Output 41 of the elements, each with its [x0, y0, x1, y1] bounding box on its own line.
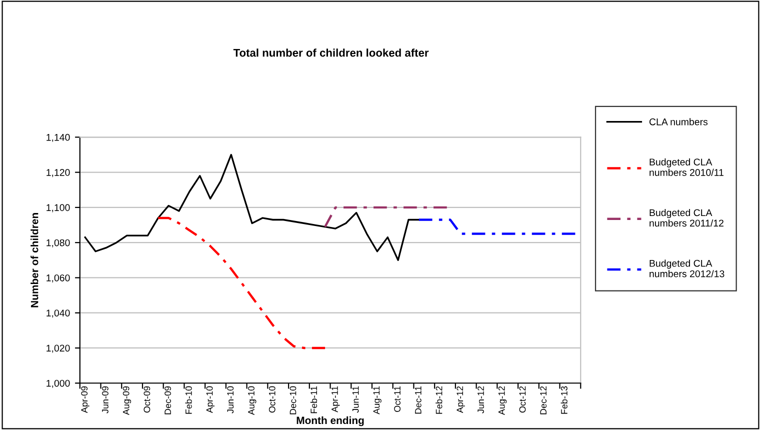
- legend-label: CLA numbers: [649, 118, 708, 126]
- x-tick-label: Feb-13: [560, 386, 568, 414]
- legend-label: Budgeted CLA numbers 2012/13: [650, 260, 724, 278]
- x-tick-label: Dec-11: [415, 386, 422, 414]
- y-tick-label: 1,040: [46, 310, 70, 318]
- x-tick-label: Feb-12: [436, 386, 442, 414]
- x-tick-label: Dec-12: [540, 386, 547, 414]
- y-tick-label: 1,020: [46, 344, 70, 353]
- x-tick-label: Aug-12: [498, 386, 507, 415]
- legend-label: Budgeted CLA numbers 2010/11: [650, 158, 724, 176]
- y-tick-label: 1,140: [46, 134, 70, 142]
- x-tick-label: Aug-11: [373, 386, 382, 414]
- x-tick-label: Jun-09: [102, 386, 108, 414]
- chart-title: Total number of children looked after: [233, 48, 429, 57]
- x-tick-label: Feb-11: [310, 386, 318, 414]
- x-tick-label: Oct-10: [268, 386, 276, 413]
- line-series: [84, 154, 420, 261]
- y-tick-label: 1,120: [46, 169, 70, 178]
- y-tick-label: 1,080: [46, 239, 70, 248]
- x-tick-label: Apr-12: [456, 386, 465, 413]
- x-tick-label: Aug-10: [248, 386, 256, 415]
- x-tick-label: Jun-12: [478, 386, 484, 414]
- x-tick-label: Feb-10: [185, 386, 192, 414]
- x-tick-label: Aug-09: [122, 386, 132, 415]
- y-axis-title: Number of children: [30, 213, 38, 308]
- x-tick-label: Jun-10: [227, 386, 234, 414]
- legend-label: Budgeted CLA numbers 2011/12: [650, 208, 724, 227]
- y-tick-label: 1,100: [46, 204, 70, 212]
- x-tick-label: Oct-11: [394, 386, 401, 412]
- x-tick-label: Oct-09: [144, 386, 150, 413]
- x-tick-label: Oct-12: [519, 386, 526, 413]
- y-tick-label: 1,000: [46, 380, 70, 388]
- line-series: [157, 216, 326, 350]
- x-tick-label: Jun-11: [352, 386, 359, 413]
- x-tick-label: Apr-10: [206, 386, 215, 413]
- x-tick-label: Apr-11: [332, 386, 340, 412]
- x-axis-title: Month ending: [296, 416, 364, 426]
- x-tick-label: Dec-09: [164, 386, 171, 414]
- x-tick-label: Apr-09: [81, 386, 90, 413]
- y-tick-label: 1,060: [46, 274, 70, 282]
- x-tick-label: Dec-10: [290, 386, 296, 414]
